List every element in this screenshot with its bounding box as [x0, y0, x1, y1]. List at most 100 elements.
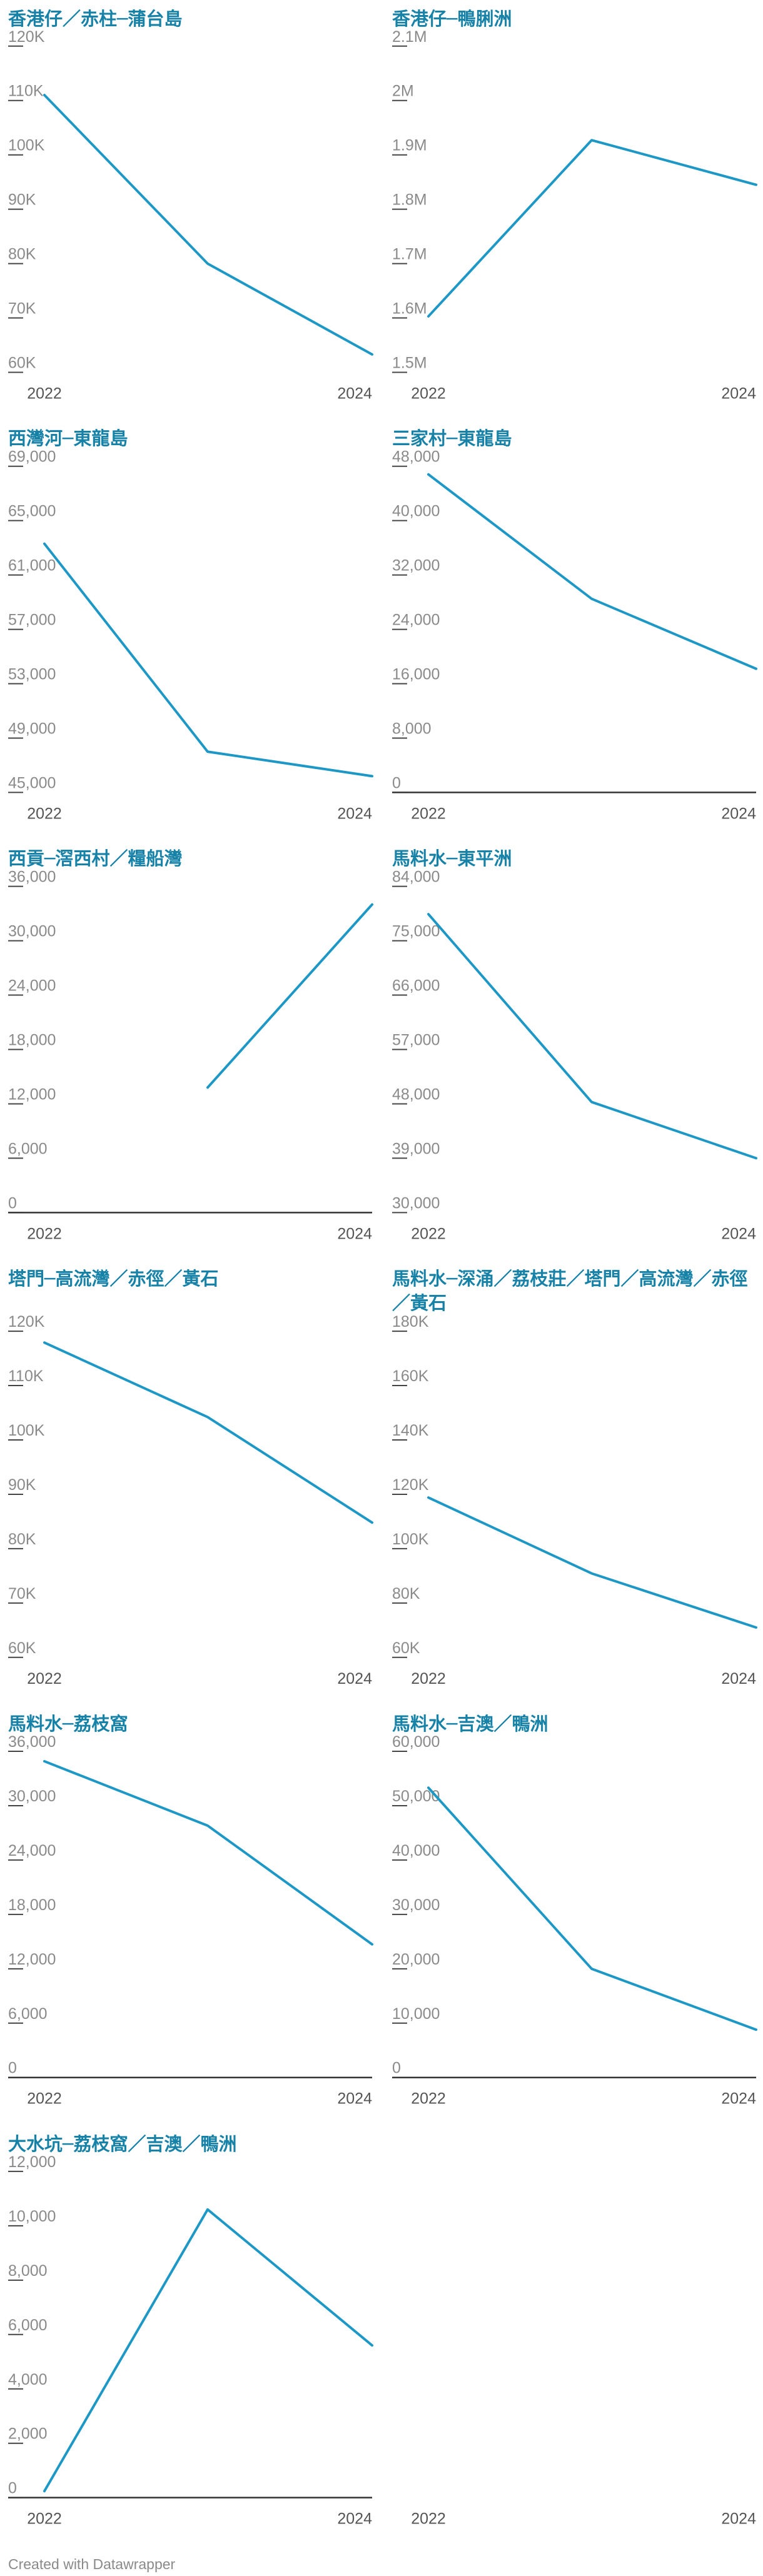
y-tick-label: 70K: [8, 1585, 36, 1602]
y-tick-label: 20,000: [392, 1951, 440, 1968]
y-tick-label: 36,000: [8, 868, 56, 886]
y-tick-label: 6,000: [8, 2005, 48, 2023]
y-tick-label: 140K: [392, 1422, 429, 1439]
x-tick-label: 2024: [337, 1670, 372, 1688]
y-tick-label: 30,000: [392, 1194, 440, 1212]
chart-title: 香港仔／赤柱─蒲台島: [8, 8, 183, 29]
y-tick-label: 2M: [392, 83, 414, 100]
series-line: [43, 1759, 373, 1946]
y-tick-label: 70K: [8, 300, 36, 318]
y-tick-label: 39,000: [392, 1140, 440, 1157]
y-tick-label: 110K: [8, 83, 44, 100]
y-tick-label: 30,000: [8, 923, 56, 940]
y-tick-label: 0: [392, 774, 401, 792]
y-tick-label: 84,000: [392, 868, 440, 886]
series-line: [43, 2208, 373, 2493]
x-tick-label: 2022: [411, 385, 446, 403]
y-tick-label: 8,000: [8, 2262, 48, 2280]
x-tick-label: 2024: [721, 1225, 756, 1242]
y-tick-label: 69,000: [8, 448, 56, 466]
y-tick-label: 32,000: [392, 557, 440, 575]
x-tick-label: 2022: [27, 2090, 62, 2108]
series-line: [427, 473, 757, 670]
y-tick-label: 60K: [392, 1639, 420, 1657]
y-tick-label: 2,000: [8, 2425, 48, 2443]
y-tick-label: 12,000: [8, 2153, 56, 2171]
y-tick-label: 57,000: [8, 611, 56, 629]
y-tick-label: 18,000: [8, 1896, 56, 1914]
y-tick-label: 49,000: [8, 720, 56, 737]
chart-title: 馬料水─東平洲: [392, 848, 512, 870]
x-tick-label: 2022: [411, 1225, 446, 1242]
x-tick-label: 2024: [337, 2510, 372, 2528]
series-line: [206, 903, 373, 1089]
chart-title: 西灣河─東龍島: [8, 428, 128, 450]
y-tick-label: 66,000: [392, 977, 440, 995]
y-tick-label: 24,000: [8, 977, 56, 995]
y-tick-label: 24,000: [8, 1842, 56, 1859]
x-tick-label: 2024: [721, 2090, 756, 2108]
y-tick-label: 80K: [392, 1585, 420, 1602]
x-tick-label: 2024: [721, 2510, 756, 2528]
x-tick-label: 2024: [337, 805, 372, 822]
y-tick-label: 45,000: [8, 774, 56, 792]
chart-title: 香港仔─鴨脷洲: [392, 8, 512, 29]
y-tick-label: 36,000: [8, 1733, 56, 1751]
x-tick-label: 2022: [27, 1225, 62, 1242]
y-tick-label: 1.5M: [392, 355, 427, 372]
y-tick-label: 57,000: [392, 1031, 440, 1049]
y-tick-label: 40,000: [392, 1842, 440, 1859]
x-tick-label: 2024: [337, 385, 372, 403]
x-tick-label: 2024: [337, 1225, 372, 1242]
y-tick-label: 53,000: [8, 666, 56, 683]
y-tick-label: 16,000: [392, 666, 440, 683]
y-tick-label: 100K: [8, 1422, 45, 1439]
y-tick-label: 8,000: [392, 720, 432, 737]
y-tick-label: 180K: [392, 1313, 429, 1331]
footer: Created with Datawrapper: [8, 2556, 176, 2572]
x-tick-label: 2024: [721, 1670, 756, 1688]
y-tick-label: 12,000: [8, 1085, 56, 1103]
x-tick-label: 2022: [411, 2510, 446, 2528]
x-tick-label: 2022: [27, 1670, 62, 1688]
y-tick-label: 48,000: [392, 1085, 440, 1103]
chart-title: 馬料水─深涌／荔枝莊／塔門／高流灣／赤徑／黃石: [392, 1268, 748, 1314]
y-tick-label: 6,000: [8, 1140, 48, 1157]
y-tick-label: 160K: [392, 1367, 429, 1385]
chart-title: 西貢─滘西村／糧船灣: [8, 848, 183, 870]
y-tick-label: 2.1M: [392, 28, 427, 46]
y-tick-label: 4,000: [8, 2371, 48, 2388]
y-tick-label: 80K: [8, 246, 36, 263]
y-tick-label: 65,000: [8, 503, 56, 520]
y-tick-label: 60K: [8, 1639, 36, 1657]
y-tick-label: 50,000: [392, 1788, 440, 1805]
series-line: [43, 94, 373, 356]
chart-title: 馬料水─荔枝窩: [8, 1713, 128, 1734]
y-tick-label: 60,000: [392, 1733, 440, 1751]
y-tick-label: 100K: [8, 137, 45, 154]
y-tick-label: 40,000: [392, 503, 440, 520]
x-tick-label: 2022: [27, 2510, 62, 2528]
y-tick-label: 120K: [8, 28, 45, 46]
chart-title: 三家村─東龍島: [392, 428, 512, 450]
chart-title: 塔門─高流灣／赤徑／黃石: [8, 1268, 219, 1290]
y-tick-label: 90K: [8, 191, 36, 209]
series-line: [43, 542, 373, 778]
y-tick-label: 1.9M: [392, 137, 427, 154]
series-line: [427, 913, 757, 1160]
y-tick-label: 48,000: [392, 448, 440, 466]
y-tick-label: 0: [8, 2480, 17, 2497]
y-tick-label: 24,000: [392, 611, 440, 629]
y-tick-label: 100K: [392, 1531, 429, 1548]
x-tick-label: 2022: [411, 805, 446, 822]
y-tick-label: 30,000: [8, 1788, 56, 1805]
y-tick-label: 0: [8, 2060, 17, 2077]
x-tick-label: 2024: [337, 2090, 372, 2108]
y-tick-label: 80K: [8, 1531, 36, 1548]
y-tick-label: 30,000: [392, 1896, 440, 1914]
y-tick-label: 1.8M: [392, 191, 427, 209]
y-tick-label: 120K: [392, 1476, 429, 1494]
x-tick-label: 2022: [27, 805, 62, 822]
y-tick-label: 10,000: [392, 2005, 440, 2023]
